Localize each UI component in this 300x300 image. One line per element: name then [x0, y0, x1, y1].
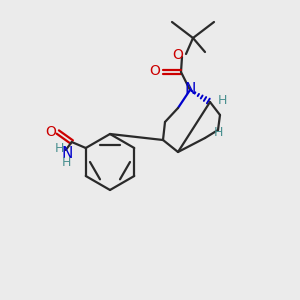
Text: H: H [55, 142, 64, 155]
Text: N: N [61, 146, 72, 161]
Text: O: O [150, 64, 160, 78]
Text: O: O [172, 48, 183, 62]
Text: H: H [217, 94, 227, 106]
Text: H: H [213, 125, 223, 139]
Text: O: O [45, 125, 56, 139]
Text: N: N [184, 82, 196, 98]
Text: H: H [62, 155, 71, 169]
